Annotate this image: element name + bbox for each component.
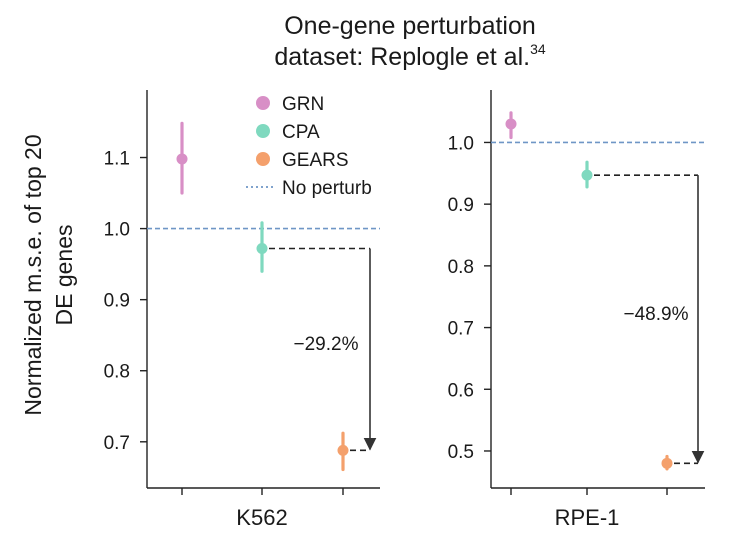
legend: GRN CPA GEARS No perturb bbox=[246, 94, 372, 199]
y-tick-label: 0.5 bbox=[448, 442, 474, 463]
data-point-cpa bbox=[256, 242, 268, 254]
y-tick-label: 0.8 bbox=[448, 257, 474, 278]
y-tick-label: 0.6 bbox=[448, 380, 474, 401]
y-tick-label: 1.0 bbox=[104, 220, 130, 241]
y-tick-label: 0.7 bbox=[104, 433, 130, 454]
x-category-label: K562 bbox=[236, 505, 287, 530]
annotation-background bbox=[291, 333, 361, 356]
chart-title-line-1: One-gene perturbation bbox=[284, 12, 536, 40]
y-tick-label: 0.9 bbox=[448, 195, 474, 216]
legend-label: No perturb bbox=[282, 178, 372, 199]
legend-label: GEARS bbox=[282, 150, 349, 171]
legend-marker-cpa bbox=[256, 124, 270, 138]
annotation-background bbox=[621, 303, 691, 326]
legend-marker-grn bbox=[256, 96, 270, 110]
y-tick-label: 1.1 bbox=[104, 149, 130, 170]
chart-title-line-2: dataset: Replogle et al.34 bbox=[200, 41, 620, 72]
y-tick-label: 1.0 bbox=[448, 133, 474, 154]
citation-superscript: 34 bbox=[530, 41, 546, 57]
y-axis-label-line-1: Normalized m.s.e. of top 20 bbox=[20, 134, 46, 415]
data-point-grn bbox=[176, 153, 188, 165]
data-point-gears bbox=[661, 457, 673, 469]
data-point-grn bbox=[505, 118, 517, 130]
data-point-gears bbox=[337, 444, 349, 456]
data-point-cpa bbox=[581, 169, 593, 181]
legend-label: CPA bbox=[282, 122, 320, 143]
y-tick-label: 0.9 bbox=[104, 291, 130, 312]
panel-rpe1: 0.5 0.6 0.7 0.8 0.9 1.0 RPE-1 −48.9% bbox=[448, 90, 705, 530]
panel-k562: 0.7 0.8 0.9 1.0 1.1 K562 −29.2% bbox=[104, 90, 380, 530]
reduction-annotation: −29.2% bbox=[294, 334, 359, 355]
y-tick-label: 0.8 bbox=[104, 362, 130, 383]
y-axis-label-line-2: DE genes bbox=[51, 224, 77, 325]
chart-title-text: dataset: Replogle et al. bbox=[274, 43, 531, 71]
legend-marker-gears bbox=[256, 152, 270, 166]
x-category-label: RPE-1 bbox=[555, 505, 620, 530]
legend-label: GRN bbox=[282, 94, 324, 115]
y-tick-label: 0.7 bbox=[448, 319, 474, 340]
reduction-annotation: −48.9% bbox=[624, 304, 689, 325]
